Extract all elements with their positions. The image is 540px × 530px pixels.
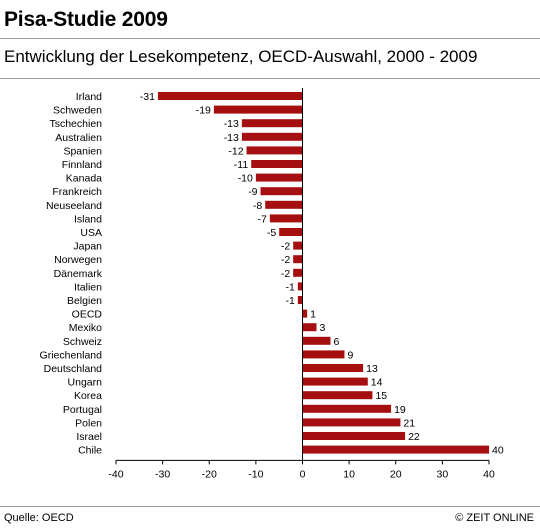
bar — [302, 309, 308, 318]
category-label: Tschechien — [49, 118, 102, 130]
bar — [302, 404, 392, 413]
data-label: -2 — [281, 241, 290, 253]
category-label: USA — [80, 227, 102, 239]
category-label: Frankreich — [52, 186, 102, 198]
category-label: Portugal — [63, 404, 102, 416]
x-tick-label: -40 — [108, 468, 123, 480]
category-label: Dänemark — [54, 268, 103, 280]
subtitle-divider — [0, 78, 540, 79]
bar — [260, 187, 303, 196]
category-label: Schweden — [53, 105, 102, 117]
bar — [302, 350, 345, 359]
bar — [241, 119, 303, 128]
category-label: Kanada — [66, 173, 102, 185]
x-tick-label: -20 — [202, 468, 217, 480]
chart-title: Pisa-Studie 2009 — [4, 8, 168, 31]
category-label: Irland — [76, 91, 102, 103]
bar — [241, 132, 303, 141]
category-label: Griechenland — [40, 349, 103, 361]
x-tick-label: 0 — [300, 468, 306, 480]
data-label: 13 — [366, 363, 378, 375]
footer-divider — [0, 506, 540, 507]
data-label: 22 — [408, 431, 420, 443]
bar — [157, 92, 303, 100]
data-label: -10 — [238, 173, 253, 185]
category-label: Australien — [55, 132, 102, 144]
data-label: -13 — [224, 132, 239, 144]
data-label: -1 — [285, 281, 294, 293]
bar — [302, 336, 331, 345]
data-label: -9 — [248, 186, 257, 198]
data-label: 40 — [492, 445, 504, 457]
source-note: Quelle: OECD — [4, 512, 74, 524]
x-tick-label: 30 — [437, 468, 449, 480]
bar — [302, 445, 489, 454]
data-label: 21 — [403, 417, 415, 429]
category-label: Italien — [74, 281, 102, 293]
bar — [302, 418, 401, 427]
category-label: Korea — [74, 390, 102, 402]
bar — [297, 282, 303, 291]
data-label: -19 — [196, 105, 211, 117]
bar — [302, 391, 373, 400]
data-label: -8 — [253, 200, 262, 212]
bar — [293, 241, 303, 250]
bar — [279, 228, 303, 236]
category-label: Ungarn — [68, 377, 103, 389]
category-label: OECD — [72, 309, 103, 321]
x-tick-label: -10 — [248, 468, 263, 480]
x-tick-label: 10 — [343, 468, 355, 480]
data-label: 6 — [333, 336, 339, 348]
data-label: -7 — [258, 213, 267, 225]
category-label: Norwegen — [54, 254, 102, 266]
x-tick-label: -30 — [155, 468, 170, 480]
data-label: -13 — [224, 118, 239, 130]
data-label: 14 — [371, 377, 383, 389]
data-label: 1 — [310, 309, 316, 321]
bar — [302, 432, 406, 440]
data-label: 3 — [319, 322, 325, 334]
category-label: Schweiz — [63, 336, 102, 348]
category-label: Belgien — [67, 295, 102, 307]
category-label: Chile — [78, 445, 102, 457]
data-label: -2 — [281, 268, 290, 280]
category-label: Finnland — [62, 159, 102, 171]
data-label: 15 — [375, 390, 387, 402]
data-label: 19 — [394, 404, 406, 416]
category-label: Polen — [75, 417, 102, 429]
bar — [293, 268, 303, 277]
x-tick-label: 20 — [390, 468, 402, 480]
bar — [213, 105, 303, 114]
bar — [302, 377, 368, 386]
copyright-credit: © ZEIT ONLINE — [455, 512, 534, 524]
data-label: -2 — [281, 254, 290, 266]
category-label: Israel — [76, 431, 102, 443]
bar — [302, 323, 317, 332]
data-label: -12 — [228, 145, 243, 157]
bar — [297, 296, 303, 304]
data-label: -31 — [140, 91, 155, 103]
category-label: Japan — [73, 241, 102, 253]
bar — [265, 200, 303, 209]
bar — [302, 364, 364, 372]
data-label: 9 — [347, 349, 353, 361]
category-label: Mexiko — [69, 322, 102, 334]
chart-subtitle: Entwicklung der Lesekompetenz, OECD-Ausw… — [4, 47, 478, 66]
category-label: Island — [74, 213, 102, 225]
bar — [246, 146, 303, 155]
bar — [269, 214, 303, 223]
bar — [293, 255, 303, 264]
data-label: -1 — [285, 295, 294, 307]
title-divider — [0, 38, 540, 39]
category-label: Spanien — [63, 145, 102, 157]
bar — [255, 173, 303, 182]
bar — [251, 160, 303, 168]
data-label: -11 — [234, 159, 249, 171]
category-label: Deutschland — [44, 363, 103, 375]
category-label: Neuseeland — [46, 200, 102, 212]
x-tick-label: 40 — [483, 468, 495, 480]
data-label: -5 — [267, 227, 276, 239]
